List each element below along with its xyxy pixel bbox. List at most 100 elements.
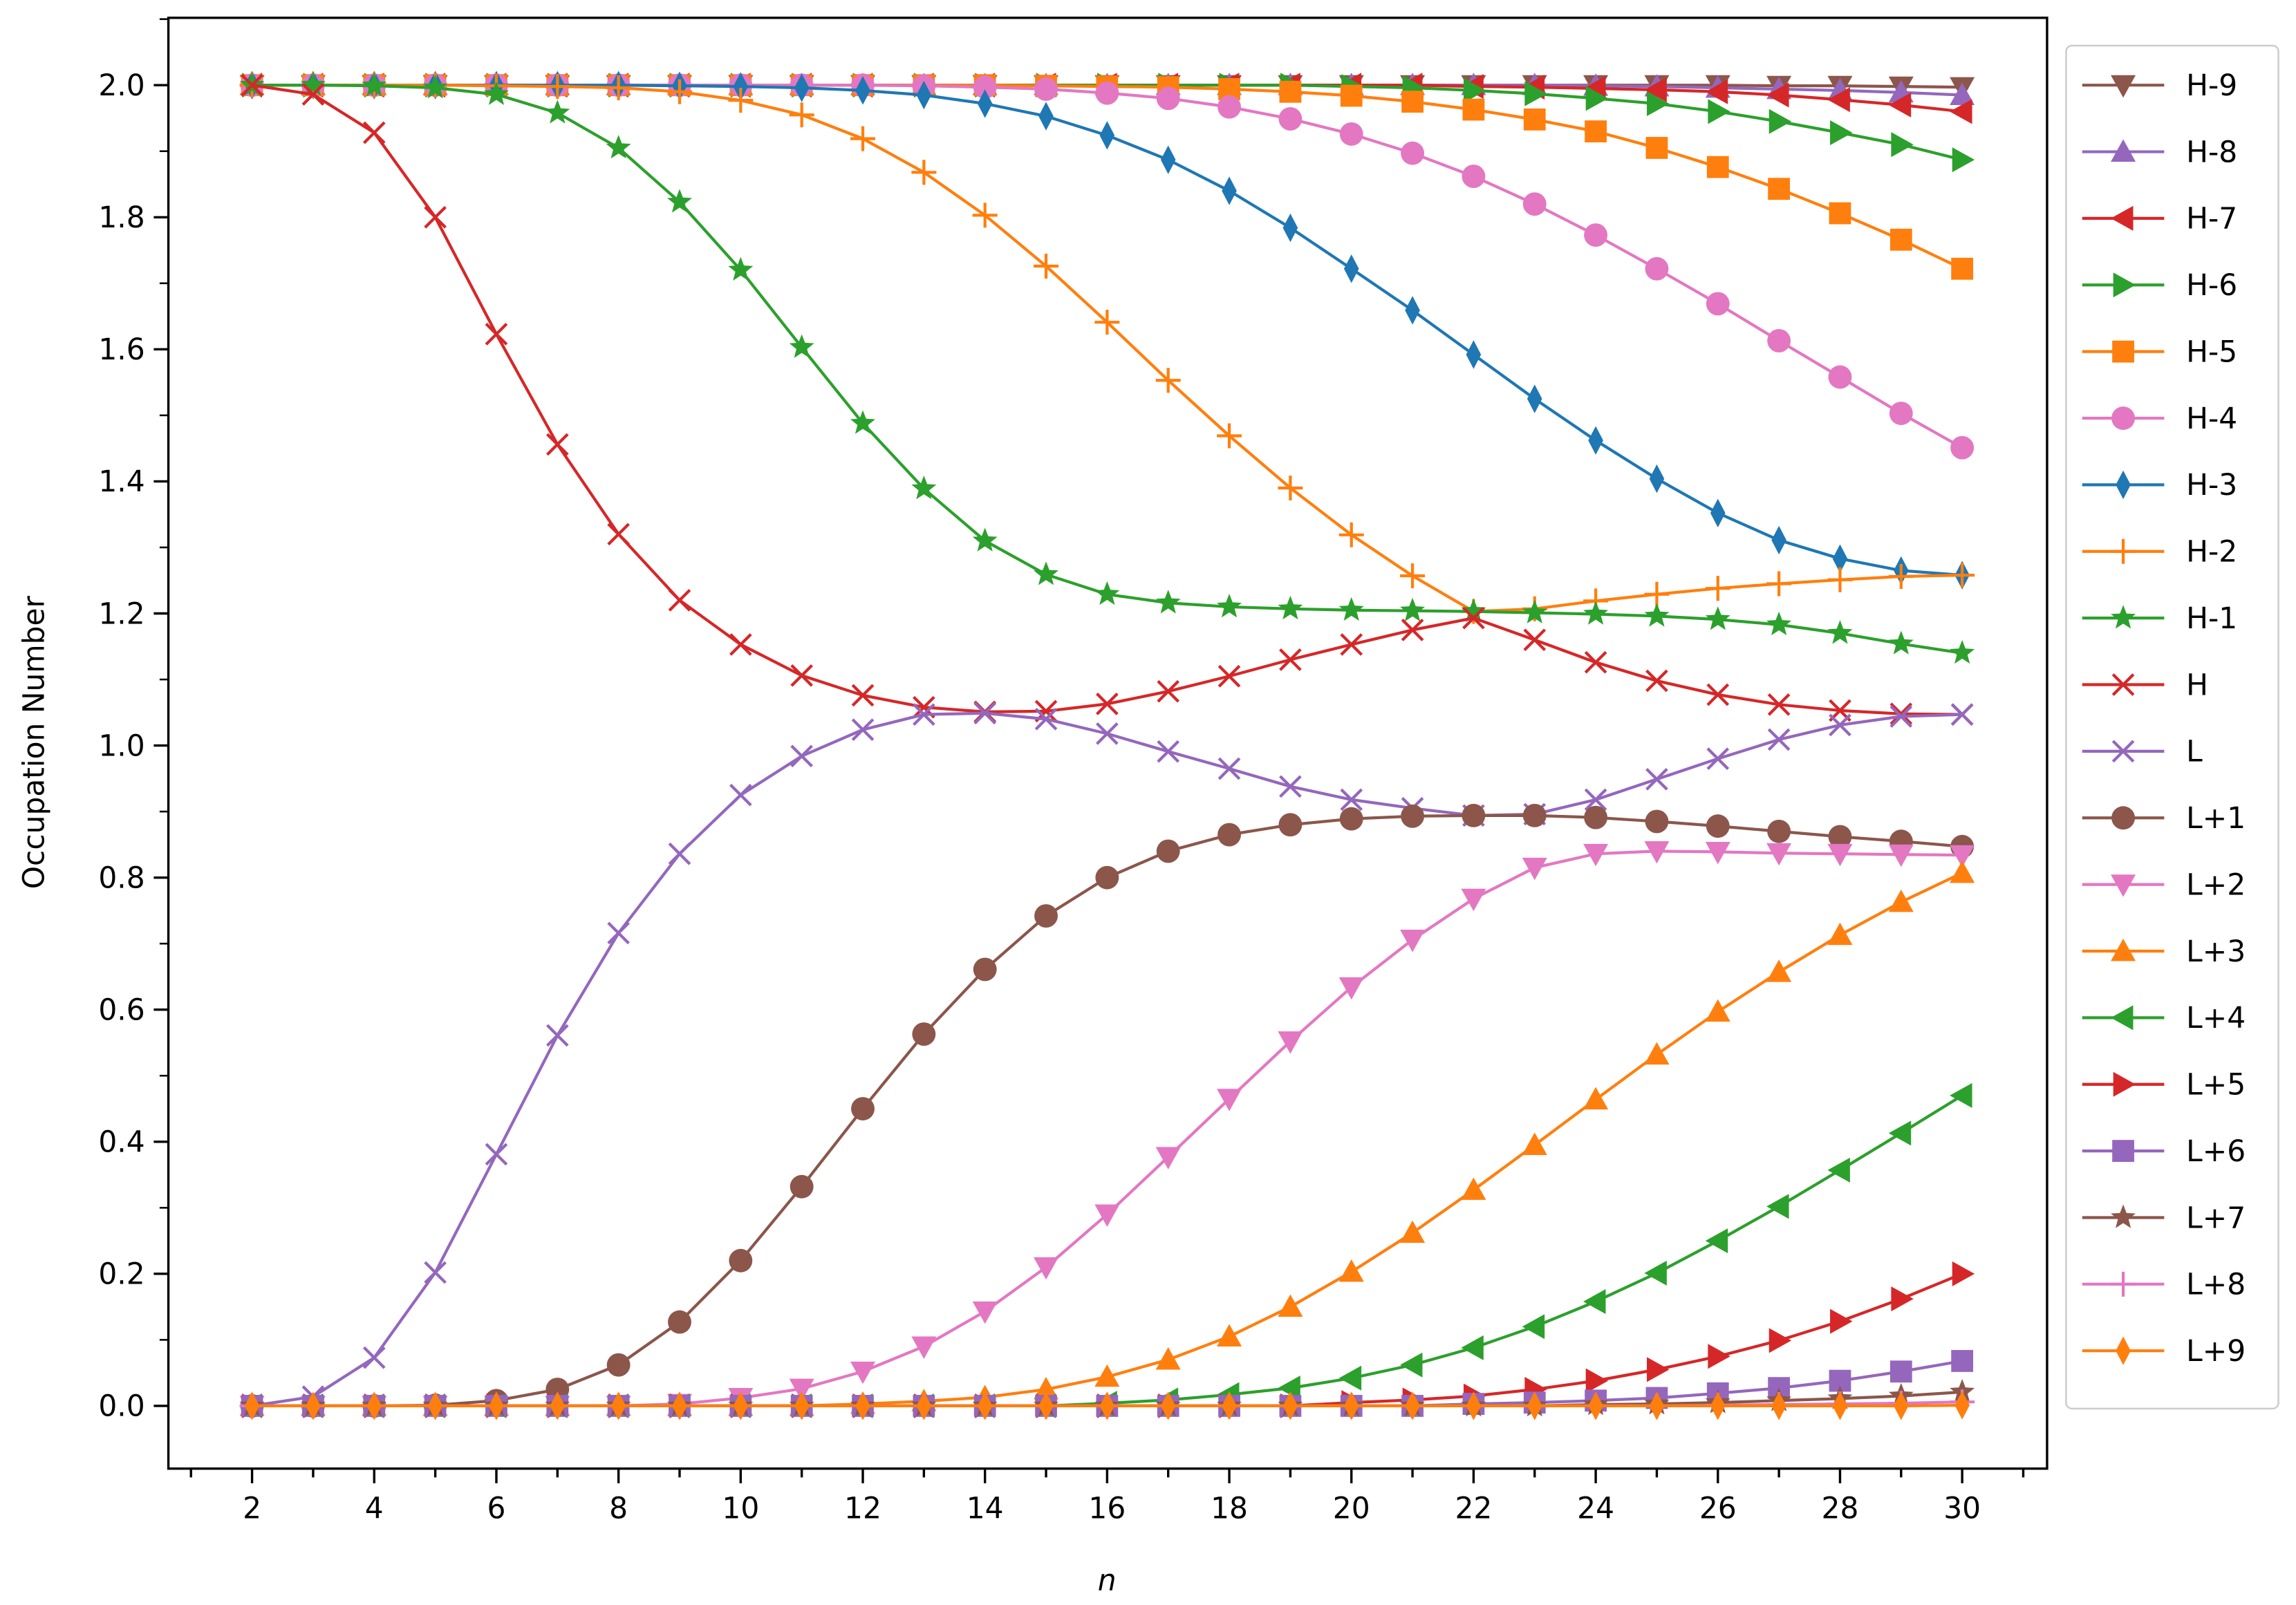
data-point-L+2-n29 — [1888, 844, 1914, 867]
legend-item-H-5: H-5 — [2082, 335, 2237, 368]
data-point-L+1-n27 — [1767, 819, 1791, 843]
y-tick-label: 0.0 — [98, 1389, 144, 1423]
legend-item-L+8: L+8 — [2082, 1268, 2246, 1302]
data-point-L+1-n17 — [1156, 839, 1180, 863]
data-point-H-4-n30 — [1950, 435, 1975, 460]
data-point-H-2-n7 — [545, 74, 570, 100]
data-point-H-6-n27 — [1768, 109, 1792, 134]
legend-marker-circle — [2111, 406, 2136, 430]
x-tick-label: 22 — [1455, 1492, 1492, 1526]
data-point-H-5-n21 — [1401, 91, 1424, 113]
data-point-L-n29 — [1889, 705, 1913, 728]
data-point-L+1-n19 — [1278, 813, 1303, 837]
legend-label: H — [2186, 668, 2208, 702]
data-point-H-1-n23 — [1522, 599, 1547, 623]
data-point-H-n25 — [1645, 669, 1668, 693]
data-point-H-3-n21 — [1405, 296, 1420, 325]
data-point-H-4-n17 — [1156, 86, 1180, 111]
data-point-H-5-n19 — [1279, 80, 1302, 103]
data-point-H-4-n29 — [1889, 402, 1913, 425]
y-tick-label: 0.6 — [98, 993, 144, 1027]
data-point-H-4-n25 — [1645, 256, 1669, 281]
data-point-H-2-n29 — [1888, 563, 1914, 589]
series-layer — [239, 71, 1975, 1420]
data-point-H-7-n30 — [1950, 99, 1972, 124]
data-point-L+4-n20 — [1338, 1365, 1362, 1391]
data-point-H-7-n28 — [1827, 87, 1850, 113]
data-point-L+2-n21 — [1400, 930, 1426, 952]
data-point-L+1-n8 — [606, 1353, 631, 1377]
data-point-H-2-n13 — [911, 160, 937, 185]
data-point-H-4-n28 — [1828, 365, 1852, 389]
legend-item-H-9: H-9 — [2082, 68, 2237, 102]
legend-marker-triangle-right — [2113, 1071, 2136, 1097]
data-point-L+9-n9 — [672, 1391, 687, 1420]
data-point-H-n12 — [851, 684, 875, 707]
data-point-L-n8 — [607, 921, 630, 945]
legend-marker-triangle-right — [2113, 272, 2136, 298]
y-tick-label: 1.4 — [98, 464, 144, 498]
data-point-H-n19 — [1279, 648, 1302, 671]
legend-marker-circle — [2111, 806, 2136, 830]
data-point-H-4-n19 — [1278, 106, 1303, 131]
legend-marker-triangle-up — [2111, 139, 2136, 162]
legend-marker-x — [2111, 673, 2135, 696]
data-point-L-n6 — [485, 1143, 508, 1166]
data-point-H-4-n24 — [1584, 223, 1608, 247]
legend-label: L+3 — [2186, 935, 2246, 968]
x-tick-label: 2 — [243, 1492, 261, 1526]
data-point-L+1-n21 — [1401, 804, 1425, 828]
data-point-H-3-n20 — [1343, 254, 1359, 283]
legend-label: L+9 — [2186, 1334, 2246, 1368]
data-point-H-2-n9 — [666, 79, 692, 104]
legend-marker-thin-diamond — [2116, 470, 2131, 500]
legend-marker-triangle-up — [2111, 938, 2136, 961]
data-point-H-3-n26 — [1710, 498, 1726, 527]
y-axis-label: Occupation Number — [17, 595, 51, 889]
data-point-H-5-n22 — [1462, 98, 1485, 121]
data-point-L+1-n18 — [1217, 823, 1241, 847]
data-point-L+1-n14 — [973, 957, 997, 982]
legend-marker-thin-diamond — [2116, 1336, 2131, 1365]
data-point-L-n11 — [790, 744, 813, 768]
data-point-L+3-n19 — [1278, 1294, 1303, 1317]
legend-label: L+6 — [2186, 1134, 2246, 1168]
data-point-L+2-n30 — [1950, 845, 1975, 868]
data-point-H-1-n27 — [1766, 611, 1792, 636]
legend-marker-square — [2112, 340, 2134, 363]
data-point-L+1-n25 — [1645, 809, 1669, 834]
data-point-L+4-n25 — [1644, 1260, 1667, 1286]
data-point-L+3-n23 — [1522, 1132, 1547, 1155]
data-point-H-6-n24 — [1585, 86, 1609, 111]
data-point-L+4-n28 — [1827, 1157, 1850, 1183]
legend-marker-square — [2112, 1140, 2134, 1162]
data-point-L+9-n27 — [1771, 1391, 1786, 1420]
data-point-L+9-n7 — [550, 1391, 566, 1420]
y-tick-label: 1.6 — [98, 332, 144, 366]
legend-item-L+6: L+6 — [2082, 1134, 2246, 1168]
data-point-L+6-n29 — [1889, 1360, 1912, 1383]
legend-label: H-1 — [2186, 601, 2237, 635]
legend-item-H-2: H-2 — [2082, 535, 2237, 569]
data-point-L+1-n16 — [1095, 865, 1119, 890]
data-point-L+9-n6 — [489, 1391, 504, 1420]
data-point-H-7-n27 — [1766, 82, 1789, 108]
data-point-H-5-n26 — [1706, 156, 1729, 178]
data-point-H-2-n19 — [1278, 475, 1303, 500]
data-point-H-n5 — [424, 205, 447, 229]
data-point-H-8-n30 — [1950, 82, 1975, 105]
data-point-H-1-n15 — [1034, 561, 1059, 585]
data-point-H-1-n22 — [1461, 598, 1486, 622]
data-point-L+1-n22 — [1462, 803, 1486, 827]
y-tick-label: 1.2 — [98, 597, 144, 630]
data-point-H-n29 — [1889, 702, 1913, 726]
legend-item-H-7: H-7 — [2082, 202, 2237, 236]
data-point-H-2-n27 — [1766, 571, 1792, 597]
data-point-L+6-n30 — [1951, 1350, 1974, 1372]
y-tick-label: 1.8 — [98, 200, 144, 234]
data-point-L+2-n24 — [1583, 843, 1609, 867]
data-point-H-2-n17 — [1155, 368, 1181, 393]
data-point-H-4-n22 — [1462, 165, 1486, 188]
data-point-L+5-n28 — [1830, 1308, 1853, 1334]
